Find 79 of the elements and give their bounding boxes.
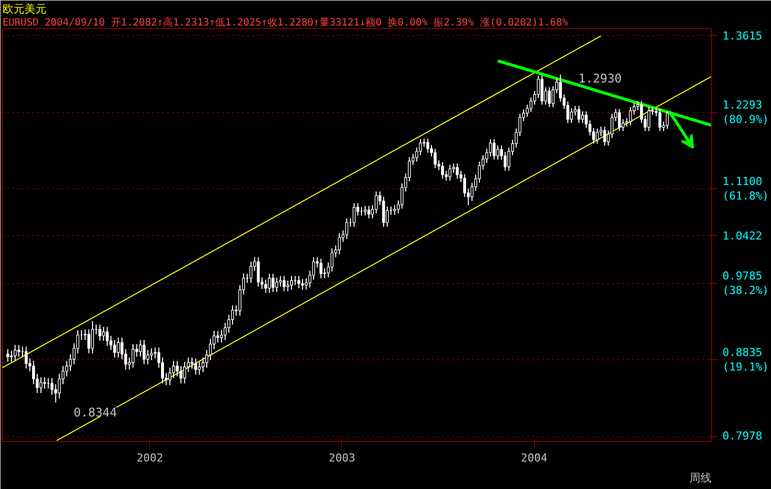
candlestick: [540, 75, 544, 106]
candlestick: [488, 138, 492, 157]
candlestick: [14, 344, 17, 362]
y-tick-label: 1.2293 (80.9%): [722, 98, 769, 126]
candlestick: [434, 148, 437, 169]
candlestick: [87, 328, 90, 354]
candlestick: [43, 376, 46, 390]
candlestick: [116, 337, 120, 358]
candlestick: [24, 346, 28, 370]
candlestick: [304, 278, 308, 290]
y-tick-label: 1.1100 (61.8%): [722, 175, 769, 202]
candlestick: [319, 258, 322, 279]
y-tick-label: 0.7978: [722, 430, 762, 443]
x-tick-label: 2002: [136, 452, 164, 464]
candlestick: [463, 174, 466, 198]
candlestick: [65, 360, 68, 377]
candlestick: [282, 275, 286, 292]
candlestick: [364, 205, 367, 216]
candlestick: [113, 339, 116, 358]
candlestick: [17, 344, 20, 358]
candlestick: [536, 75, 540, 99]
candlestick: [418, 138, 422, 156]
candlestick: [548, 86, 551, 108]
candlestick: [154, 346, 157, 359]
text: 周线: [690, 472, 712, 484]
candlestick: [183, 361, 186, 384]
annotation: 0.8344: [74, 405, 118, 420]
candlestick: [618, 108, 621, 132]
candlestick: [367, 205, 370, 219]
candlestick: [628, 106, 632, 126]
candlestick: [264, 279, 268, 294]
candlestick: [268, 273, 271, 294]
candlestick: [272, 273, 274, 293]
y-tick-label: 0.9785 (38.2%): [722, 270, 769, 297]
candlestick: [275, 276, 278, 293]
candlestick: [577, 105, 580, 124]
chart-subtitle: EURUSD 2004/09/10 开1.2082↑高1.2313↑低1.2025↑收1.2280↑量33121↓额0 换0.00% 振2.39% 涨(0.0202)1.68%: [2, 16, 568, 28]
chart-title: 欧元美元: [2, 2, 46, 16]
candlestick: [98, 324, 102, 342]
candlestick: [216, 330, 220, 343]
y-tick-label: 1.0422: [722, 229, 762, 242]
candlestick: [570, 108, 573, 124]
candlestick: [647, 106, 650, 132]
candlestick: [566, 101, 570, 124]
annotation: 1.2930: [578, 72, 622, 86]
candlestick: [301, 278, 304, 290]
candlestick: [91, 320, 94, 354]
candlestick: [198, 361, 201, 376]
candlestick: [352, 202, 356, 228]
y-tick-label: 1.3615: [722, 29, 762, 42]
candlestick: [39, 376, 42, 394]
candlestick: [179, 366, 182, 384]
candlestick: [393, 204, 396, 216]
candlestick: [492, 138, 496, 160]
x-tick-label: 2004: [520, 452, 548, 464]
candlestick: [278, 275, 282, 288]
candlestick: [338, 232, 341, 255]
candlestick: [150, 348, 153, 361]
candlestick: [132, 344, 134, 368]
x-tick-label: 2003: [328, 452, 356, 464]
candlestick: [297, 275, 300, 289]
candlestick: [658, 108, 662, 132]
candlestick: [142, 339, 146, 365]
candlestick: [176, 360, 179, 377]
candlestick: [290, 275, 293, 290]
candlestick: [552, 86, 555, 108]
candlestick: [249, 261, 252, 284]
candlestick: [448, 164, 452, 182]
y-tick-label: 0.8835 (19.1%): [722, 346, 769, 374]
candlestick: [603, 126, 606, 146]
candlestick: [581, 110, 584, 124]
candlestick: [138, 339, 142, 358]
candlestick: [256, 256, 260, 288]
candlestick: [224, 322, 227, 340]
candlestick: [426, 138, 430, 154]
candlestick: [102, 326, 106, 342]
candlestick: [194, 358, 198, 376]
candlestick: [496, 145, 500, 160]
candlestick: [441, 162, 444, 180]
